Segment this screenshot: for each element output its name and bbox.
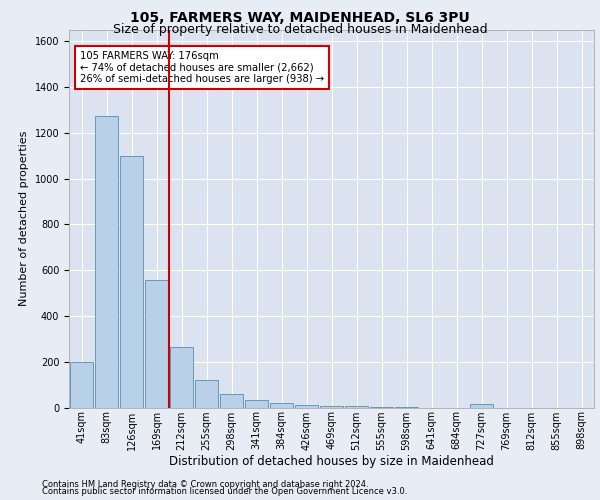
Bar [70,362,94,408]
Bar [295,405,319,407]
X-axis label: Distribution of detached houses by size in Maidenhead: Distribution of detached houses by size … [169,456,494,468]
Bar [344,406,368,408]
Text: Contains public sector information licensed under the Open Government Licence v3: Contains public sector information licen… [42,487,407,496]
Bar [220,394,244,407]
Text: 105, FARMERS WAY, MAIDENHEAD, SL6 3PU: 105, FARMERS WAY, MAIDENHEAD, SL6 3PU [130,12,470,26]
Bar [170,347,193,408]
Bar [470,404,493,407]
Bar [119,156,143,407]
Bar [194,380,218,407]
Bar [269,403,293,407]
Text: Size of property relative to detached houses in Maidenhead: Size of property relative to detached ho… [113,22,487,36]
Bar [320,406,343,407]
Bar [145,280,169,407]
Bar [245,400,268,407]
Bar [370,407,394,408]
Text: 105 FARMERS WAY: 176sqm
← 74% of detached houses are smaller (2,662)
26% of semi: 105 FARMERS WAY: 176sqm ← 74% of detache… [79,51,323,84]
Text: Contains HM Land Registry data © Crown copyright and database right 2024.: Contains HM Land Registry data © Crown c… [42,480,368,489]
Y-axis label: Number of detached properties: Number of detached properties [19,131,29,306]
Bar [95,116,118,408]
